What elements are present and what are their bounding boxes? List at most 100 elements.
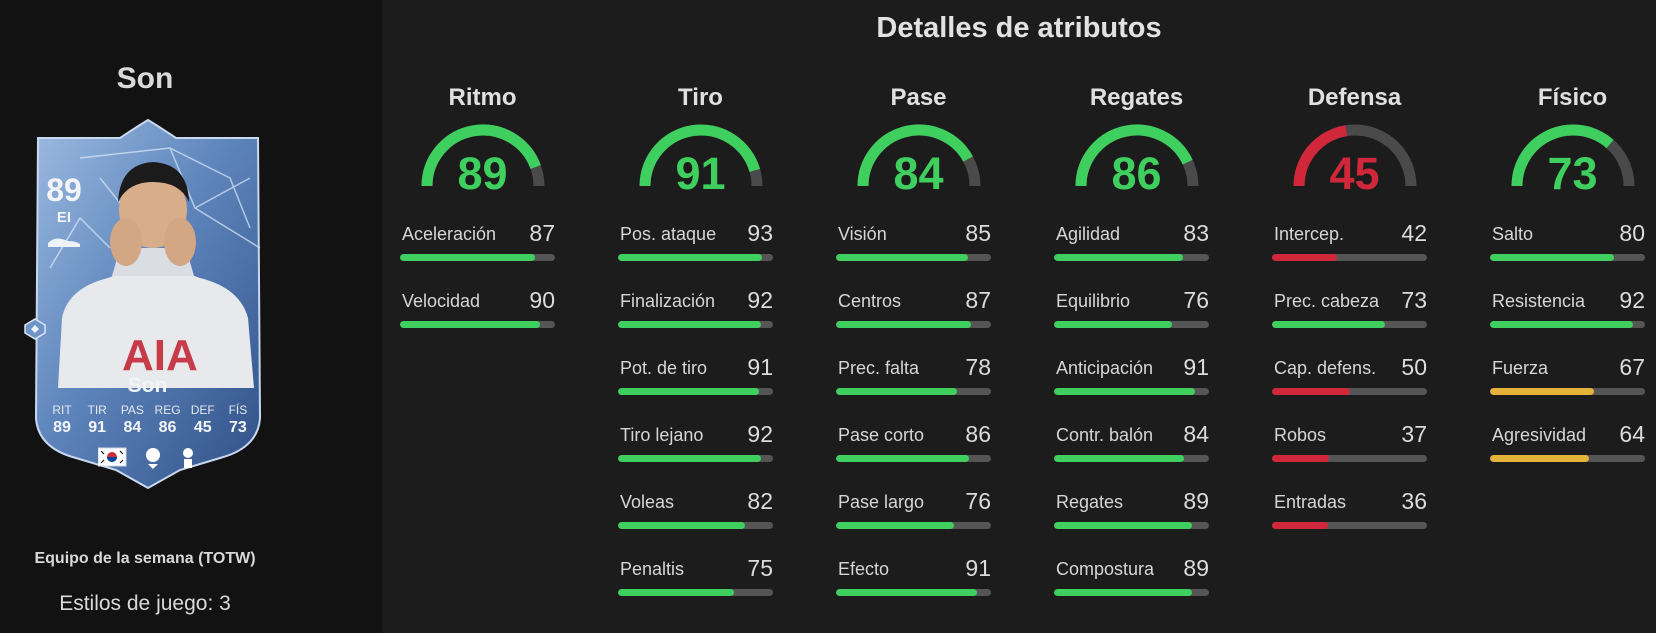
attribute-label: Anticipación bbox=[1056, 358, 1154, 378]
card-stat: DEF 45 bbox=[187, 403, 219, 437]
attribute-row[interactable]: Pot. de tiro 91 bbox=[618, 354, 773, 408]
card-stat: REG 86 bbox=[152, 403, 184, 437]
attribute-gauge bbox=[1293, 124, 1417, 187]
attribute-group-title: Físico bbox=[1537, 84, 1608, 111]
club-crest-icon bbox=[183, 448, 193, 468]
card-rating: 89 bbox=[46, 172, 82, 208]
card-stat-value: 45 bbox=[193, 419, 212, 436]
attribute-group-físico: Físico 73 Salto 80 Resistencia 92 Fuerza 67 Agre… bbox=[1490, 0, 1655, 633]
playstyles-count[interactable]: Estilos de juego: 3 bbox=[59, 592, 231, 615]
attribute-bar-fill bbox=[836, 254, 968, 261]
attribute-row[interactable]: Intercep. 42 bbox=[1272, 220, 1427, 274]
attribute-row[interactable]: Voleas 82 bbox=[618, 488, 773, 542]
attribute-bar-track bbox=[1272, 321, 1427, 328]
attribute-bar-fill bbox=[836, 522, 954, 529]
attribute-bar-track bbox=[836, 522, 991, 529]
gauge-fill bbox=[1293, 125, 1348, 187]
attribute-value: 90 bbox=[529, 287, 555, 313]
attribute-group-value: 89 bbox=[457, 148, 508, 199]
attribute-bar-track bbox=[836, 589, 991, 596]
attribute-value: 73 bbox=[1401, 287, 1427, 313]
attribute-bar-track bbox=[1272, 254, 1427, 261]
attribute-bar-track bbox=[400, 321, 555, 328]
attribute-value: 91 bbox=[965, 555, 991, 581]
card-player-name: Son bbox=[127, 374, 168, 397]
attribute-row[interactable]: Pos. ataque 93 bbox=[618, 220, 773, 274]
attribute-row[interactable]: Velocidad 90 bbox=[400, 287, 555, 341]
attribute-bar-fill bbox=[1054, 388, 1196, 395]
attribute-bar-track bbox=[1054, 254, 1209, 261]
attribute-bar-track bbox=[400, 254, 555, 261]
attribute-bar-fill bbox=[618, 455, 761, 462]
attribute-value: 37 bbox=[1401, 421, 1427, 447]
attribute-row[interactable]: Resistencia 92 bbox=[1490, 287, 1645, 341]
card-stat-value: 91 bbox=[88, 419, 107, 436]
attribute-bar-track bbox=[1490, 455, 1645, 462]
attribute-row[interactable]: Prec. falta 78 bbox=[836, 354, 991, 408]
attribute-row[interactable]: Aceleración 87 bbox=[400, 220, 555, 274]
attribute-row[interactable]: Anticipación 91 bbox=[1054, 354, 1209, 408]
attribute-group-title: Defensa bbox=[1307, 84, 1402, 111]
card-stat: RIT 89 bbox=[46, 403, 78, 437]
attribute-value: 86 bbox=[965, 421, 991, 447]
promo-label: Equipo de la semana (TOTW) bbox=[34, 550, 256, 567]
attribute-row[interactable]: Entradas 36 bbox=[1272, 488, 1427, 542]
attribute-bar-fill bbox=[836, 455, 970, 462]
attribute-row[interactable]: Efecto 91 bbox=[836, 555, 991, 609]
attribute-row[interactable]: Pase largo 76 bbox=[836, 488, 991, 542]
attribute-value: 67 bbox=[1619, 354, 1645, 380]
attribute-label: Aceleración bbox=[402, 224, 497, 244]
attribute-value: 50 bbox=[1401, 354, 1427, 380]
player-card[interactable]: 89 EI AIA Son RIT 89 TIR 91 PAS 84 REG 86 DEF 45 F… bbox=[20, 118, 275, 498]
attribute-row[interactable]: Contr. balón 84 bbox=[1054, 421, 1209, 475]
attribute-row[interactable]: Compostura 89 bbox=[1054, 555, 1209, 609]
attribute-label: Resistencia bbox=[1492, 291, 1586, 311]
attribute-row[interactable]: Visión 85 bbox=[836, 220, 991, 274]
attribute-row[interactable]: Salto 80 bbox=[1490, 220, 1645, 274]
attribute-group-ritmo: Ritmo 89 Aceleración 87 Velocidad 90 bbox=[400, 0, 565, 633]
attribute-bar-track bbox=[1490, 321, 1645, 328]
attribute-bar-fill bbox=[1054, 589, 1192, 596]
attribute-bar-fill bbox=[400, 254, 535, 261]
attribute-row[interactable]: Penaltis 75 bbox=[618, 555, 773, 609]
nation-flag-icon bbox=[98, 447, 127, 467]
attribute-group-title: Regates bbox=[1089, 84, 1184, 111]
attribute-row[interactable]: Prec. cabeza 73 bbox=[1272, 287, 1427, 341]
attribute-value: 75 bbox=[747, 555, 773, 581]
card-stat: FÍS 73 bbox=[222, 403, 254, 437]
attribute-bar-fill bbox=[1272, 321, 1386, 328]
gauge-fill bbox=[857, 124, 973, 187]
attribute-row[interactable]: Robos 37 bbox=[1272, 421, 1427, 475]
attribute-row[interactable]: Pase corto 86 bbox=[836, 421, 991, 475]
player-photo: AIA bbox=[58, 162, 254, 388]
attribute-label: Cap. defens. bbox=[1274, 358, 1377, 378]
attribute-row[interactable]: Fuerza 67 bbox=[1490, 354, 1645, 408]
card-stat-value: 89 bbox=[53, 419, 71, 436]
attribute-group-regates: Regates 86 Agilidad 83 Equilibrio 76 Anticipac… bbox=[1054, 0, 1219, 633]
attribute-bar-track bbox=[836, 388, 991, 395]
attribute-label: Agilidad bbox=[1056, 224, 1121, 244]
attribute-row[interactable]: Agresividad 64 bbox=[1490, 421, 1645, 475]
attribute-row[interactable]: Equilibrio 76 bbox=[1054, 287, 1209, 341]
attribute-label: Prec. cabeza bbox=[1274, 291, 1380, 311]
attribute-gauge bbox=[857, 124, 981, 187]
attribute-row[interactable]: Regates 89 bbox=[1054, 488, 1209, 542]
attribute-row[interactable]: Cap. defens. 50 bbox=[1272, 354, 1427, 408]
attribute-gauge bbox=[639, 124, 763, 187]
attribute-row[interactable]: Tiro lejano 92 bbox=[618, 421, 773, 475]
attribute-row[interactable]: Finalización 92 bbox=[618, 287, 773, 341]
attribute-gauge bbox=[1075, 124, 1199, 187]
attribute-bar-fill bbox=[400, 321, 540, 328]
attribute-label: Intercep. bbox=[1274, 224, 1345, 244]
attribute-bar-track bbox=[1490, 254, 1645, 261]
attribute-label: Pot. de tiro bbox=[620, 358, 708, 378]
attribute-bar-track bbox=[1054, 455, 1209, 462]
attribute-value: 76 bbox=[965, 488, 991, 514]
attribute-bar-track bbox=[618, 522, 773, 529]
chemistry-icon bbox=[24, 318, 46, 340]
attribute-row[interactable]: Centros 87 bbox=[836, 287, 991, 341]
attribute-label: Efecto bbox=[838, 559, 890, 579]
attribute-value: 85 bbox=[965, 220, 991, 246]
gauge-fill bbox=[639, 124, 761, 187]
attribute-row[interactable]: Agilidad 83 bbox=[1054, 220, 1209, 274]
